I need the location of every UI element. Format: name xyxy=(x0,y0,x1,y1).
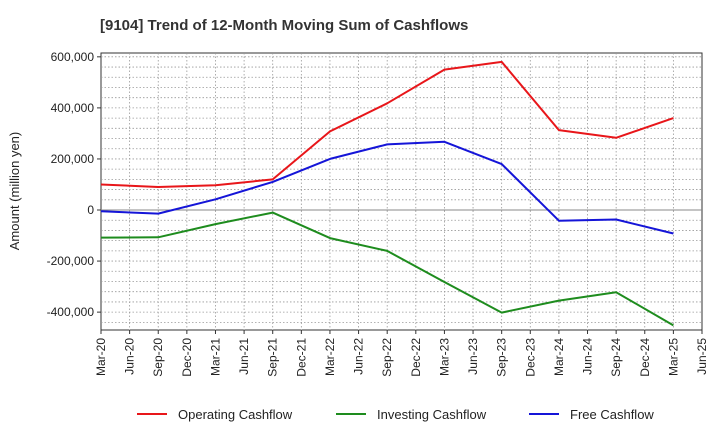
x-tick-label: Sep-24 xyxy=(609,338,623,377)
series-line-operating-cashflow xyxy=(100,60,674,188)
x-tick-label: Sep-21 xyxy=(266,338,280,377)
x-tick-label: Sep-23 xyxy=(495,338,509,377)
legend-label-investing-cashflow: Investing Cashflow xyxy=(377,407,487,422)
legend-label-operating-cashflow: Operating Cashflow xyxy=(178,407,293,422)
legend: Operating Cashflow Investing Cashflow Free… xyxy=(137,407,654,422)
y-tick-label: 0 xyxy=(87,203,94,217)
series-layer xyxy=(100,60,674,327)
x-tick-label: Sep-22 xyxy=(380,338,394,377)
x-tick-label: Dec-20 xyxy=(180,338,194,377)
x-tick-label: Jun-21 xyxy=(237,338,251,375)
legend-label-free-cashflow: Free Cashflow xyxy=(570,407,654,422)
x-tick-label: Jun-20 xyxy=(123,338,137,375)
y-ticks: -400,000 -200,000 0 200,000 400,000 600,000 xyxy=(47,50,101,319)
x-tick-label: Mar-21 xyxy=(208,338,222,376)
x-tick-label: Dec-24 xyxy=(638,338,652,377)
x-tick-label: Jun-22 xyxy=(352,338,366,375)
x-tick-label: Jun-25 xyxy=(695,338,709,375)
plot-background xyxy=(100,52,703,331)
x-tick-label: Mar-20 xyxy=(94,338,108,376)
x-tick-label: Sep-20 xyxy=(151,338,165,377)
y-tick-label: 400,000 xyxy=(51,101,95,115)
y-tick-label: -200,000 xyxy=(47,254,95,268)
plot-frame xyxy=(100,52,703,331)
y-tick-label: 200,000 xyxy=(51,152,95,166)
y-axis-label: Amount (million yen) xyxy=(7,132,22,251)
y-tick-label: 600,000 xyxy=(51,50,95,64)
series-line-investing-cashflow xyxy=(100,211,674,327)
x-tick-label: Dec-23 xyxy=(523,338,537,377)
x-tick-label: Mar-23 xyxy=(437,338,451,376)
x-tick-label: Mar-22 xyxy=(323,338,337,376)
x-tick-label: Mar-25 xyxy=(666,338,680,376)
x-tick-label: Jun-23 xyxy=(466,338,480,375)
y-tick-label: -400,000 xyxy=(47,305,95,319)
x-tick-label: Mar-24 xyxy=(552,338,566,376)
chart-title: [9104] Trend of 12-Month Moving Sum of C… xyxy=(100,17,468,34)
x-tick-label: Dec-21 xyxy=(294,338,308,377)
x-ticks: Mar-20 Jun-20 Sep-20 Dec-20 Mar-21 Jun-21 Sep-… xyxy=(94,330,709,377)
x-tick-label: Jun-24 xyxy=(581,338,595,375)
series-line-free-cashflow xyxy=(100,140,674,235)
x-tick-label: Dec-22 xyxy=(409,338,423,377)
grid xyxy=(101,53,702,330)
